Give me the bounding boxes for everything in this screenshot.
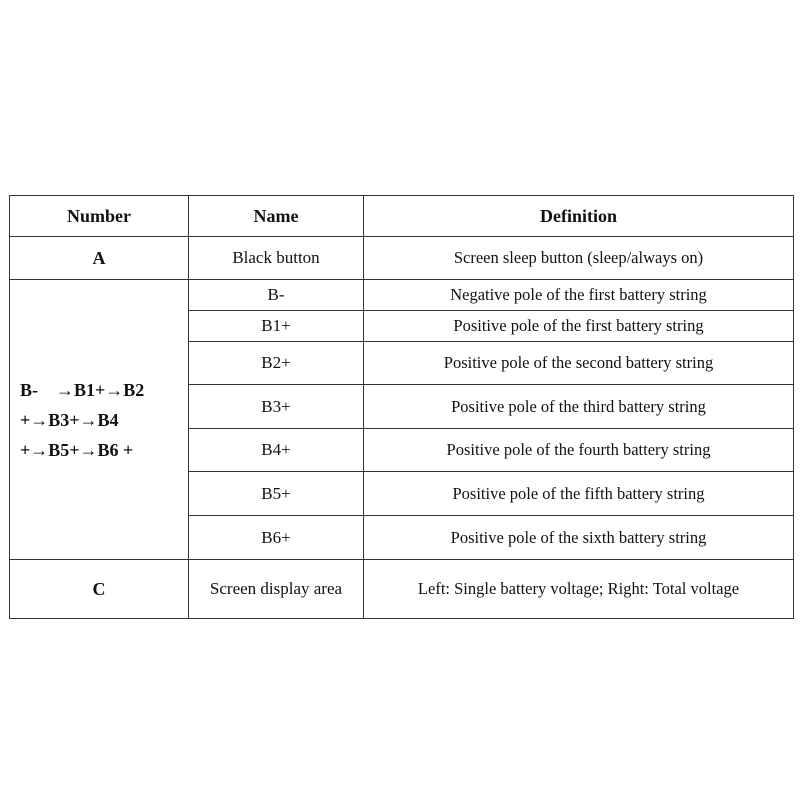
row-number: A [9, 236, 189, 280]
row-name: B- [188, 279, 364, 311]
row-name: B2+ [188, 341, 364, 385]
row-definition: Negative pole of the first battery strin… [363, 279, 794, 311]
table-row: B5+ Positive pole of the fifth battery s… [10, 471, 794, 516]
row-name: Black button [188, 236, 364, 280]
table-row: A Black button Screen sleep button (slee… [9, 236, 794, 280]
row-name: Screen display area [188, 559, 364, 619]
row-name: B6+ [188, 515, 364, 560]
table-row: B3+ Positive pole of the third battery s… [10, 384, 794, 429]
battery-chain-cell: B- →B1+→B2 +→B3+→B4 +→B5+→B6 + [9, 279, 189, 560]
chain-line: +→B3+→B4 [20, 409, 119, 430]
table-row: B2+ Positive pole of the second battery … [10, 341, 794, 385]
table-row: B1+ Positive pole of the first battery s… [10, 310, 794, 342]
chain-line: B- →B1+→B2 [20, 379, 145, 400]
row-definition: Positive pole of the second battery stri… [363, 341, 794, 385]
row-definition: Positive pole of the fifth battery strin… [363, 471, 794, 516]
table-row: B6+ Positive pole of the sixth battery s… [10, 515, 794, 560]
header-row: Number Name Definition [9, 195, 794, 237]
row-name: B1+ [188, 310, 364, 342]
table-row: B- →B1+→B2 +→B3+→B4 +→B5+→B6 + B- Negati… [9, 279, 794, 560]
row-name: B3+ [188, 384, 364, 429]
row-name: B5+ [188, 471, 364, 516]
header-number: Number [9, 195, 189, 237]
row-definition: Left: Single battery voltage; Right: Tot… [363, 559, 794, 619]
row-name: B4+ [188, 428, 364, 472]
pin-definition-table: Number Name Definition A Black button Sc… [9, 195, 794, 619]
table-row: B4+ Positive pole of the fourth battery … [10, 428, 794, 472]
row-number: C [9, 559, 189, 619]
row-definition: Positive pole of the fourth battery stri… [363, 428, 794, 472]
chain-line: +→B5+→B6 + [20, 439, 134, 460]
table-row: C Screen display area Left: Single batte… [9, 559, 794, 619]
header-definition: Definition [363, 195, 794, 237]
row-definition: Positive pole of the sixth battery strin… [363, 515, 794, 560]
row-definition: Screen sleep button (sleep/always on) [363, 236, 794, 280]
row-definition: Positive pole of the third battery strin… [363, 384, 794, 429]
header-name: Name [188, 195, 364, 237]
row-definition: Positive pole of the first battery strin… [363, 310, 794, 342]
